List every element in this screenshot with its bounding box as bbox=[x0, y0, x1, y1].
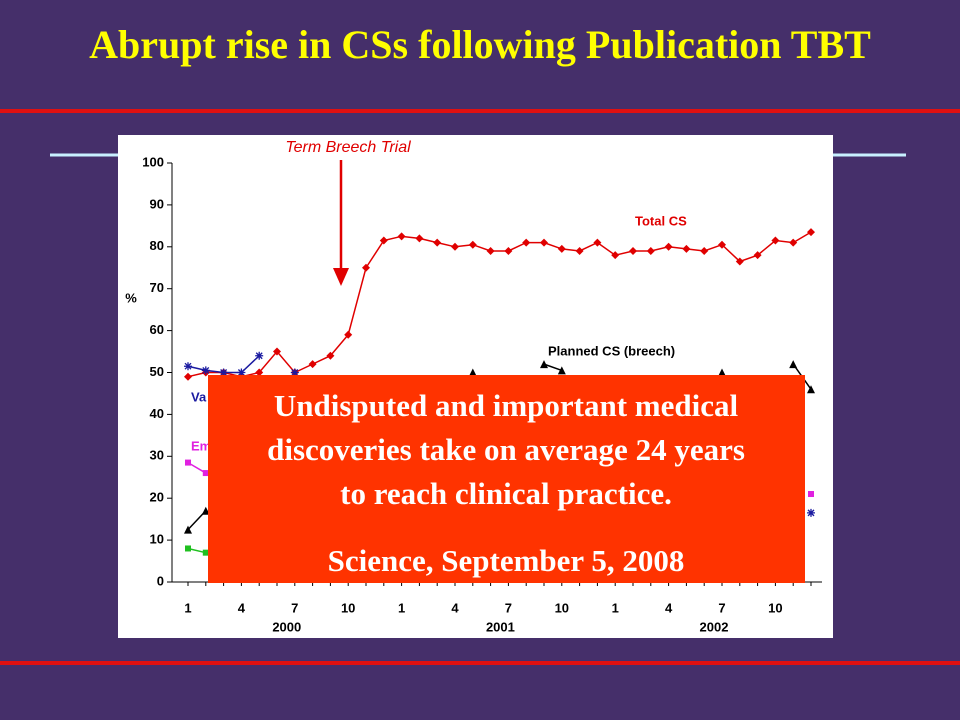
marker bbox=[273, 347, 281, 356]
marker bbox=[397, 232, 406, 241]
marker bbox=[718, 368, 726, 377]
marker bbox=[593, 238, 602, 247]
y-tick-label: 50 bbox=[150, 364, 164, 379]
marker bbox=[486, 246, 495, 255]
marker bbox=[540, 360, 548, 369]
marker bbox=[682, 244, 691, 253]
x-tick-label: 7 bbox=[291, 600, 298, 615]
marker bbox=[451, 242, 459, 251]
marker bbox=[540, 238, 548, 247]
series-label: Total CS bbox=[635, 213, 687, 228]
marker bbox=[700, 246, 709, 255]
x-tick-label: 4 bbox=[238, 600, 246, 615]
callout-citation: Science, September 5, 2008 bbox=[328, 543, 685, 578]
x-tick-label: 4 bbox=[451, 600, 459, 615]
marker bbox=[184, 525, 192, 534]
y-tick-label: 70 bbox=[150, 280, 164, 295]
x-tick-label: 7 bbox=[718, 600, 725, 615]
x-tick-label: 7 bbox=[505, 600, 512, 615]
marker bbox=[646, 246, 655, 255]
series-line bbox=[187, 231, 812, 378]
marker bbox=[201, 506, 210, 515]
marker bbox=[415, 234, 424, 243]
marker bbox=[807, 508, 815, 517]
y-tick-label: 20 bbox=[150, 490, 164, 505]
marker bbox=[735, 257, 744, 266]
marker bbox=[255, 351, 264, 360]
marker bbox=[290, 368, 299, 377]
plot: 0 10 20 30 40 50 60 70 80 90 100% 1 4 7 10 1 4 7 10 1 4 7 10 20… bbox=[125, 139, 822, 634]
callout-line: to reach clinical practice. bbox=[340, 476, 672, 511]
x-tick-label: 1 bbox=[398, 600, 405, 615]
year-label: 2001 bbox=[486, 619, 515, 634]
y-tick-label: 90 bbox=[150, 196, 164, 211]
slide-title: Abrupt rise in CSs following Publication… bbox=[89, 22, 871, 67]
marker bbox=[468, 368, 477, 377]
callout-line: Undisputed and important medical bbox=[274, 388, 739, 423]
marker bbox=[379, 236, 388, 245]
x-tick-label: 1 bbox=[184, 600, 191, 615]
y-tick-label: 30 bbox=[150, 448, 164, 463]
marker bbox=[575, 246, 584, 255]
callout: Undisputed and important medical discove… bbox=[267, 388, 745, 578]
y-tick-label: 40 bbox=[150, 406, 164, 421]
marker bbox=[629, 246, 637, 255]
annotation-arrowhead bbox=[333, 268, 349, 286]
x-tick-label: 1 bbox=[612, 600, 619, 615]
callout-box bbox=[208, 375, 805, 583]
marker bbox=[202, 549, 209, 556]
callout-line: discoveries take on average 24 years bbox=[267, 432, 745, 467]
annotation: Term Breech Trial bbox=[285, 139, 411, 156]
marker bbox=[433, 238, 442, 247]
marker bbox=[522, 238, 531, 247]
marker bbox=[255, 368, 264, 377]
marker bbox=[664, 242, 673, 251]
marker bbox=[557, 244, 566, 253]
marker bbox=[344, 330, 353, 339]
marker bbox=[237, 368, 246, 377]
marker bbox=[789, 238, 798, 247]
y-tick-label: 60 bbox=[150, 322, 164, 337]
marker bbox=[202, 470, 209, 477]
marker bbox=[753, 251, 762, 260]
marker bbox=[184, 372, 192, 381]
marker bbox=[611, 251, 620, 260]
marker bbox=[219, 368, 228, 377]
marker bbox=[201, 366, 210, 375]
series-label: Planned CS (breech) bbox=[548, 343, 675, 358]
marker bbox=[504, 246, 513, 255]
x-tick-label: 10 bbox=[341, 600, 355, 615]
series-label: Va bbox=[191, 389, 207, 404]
marker bbox=[362, 263, 370, 272]
marker bbox=[808, 491, 814, 498]
marker bbox=[557, 366, 566, 375]
marker bbox=[807, 228, 815, 237]
marker bbox=[185, 545, 191, 552]
marker bbox=[789, 360, 798, 369]
marker bbox=[184, 362, 192, 371]
marker bbox=[807, 385, 815, 394]
marker bbox=[771, 236, 780, 245]
marker bbox=[718, 240, 726, 249]
x-tick-label: 10 bbox=[768, 600, 782, 615]
year-label: 2000 bbox=[272, 619, 301, 634]
marker bbox=[326, 351, 335, 360]
y-tick-label: 0 bbox=[157, 573, 164, 588]
y-axis-label: % bbox=[125, 290, 137, 305]
series-label: Em bbox=[191, 438, 211, 453]
x-tick-label: 4 bbox=[665, 600, 673, 615]
y-tick-label: 100 bbox=[142, 154, 164, 169]
marker bbox=[468, 240, 477, 249]
year-label: 2002 bbox=[700, 619, 729, 634]
marker bbox=[185, 459, 191, 466]
y-tick-label: 80 bbox=[150, 238, 164, 253]
marker bbox=[308, 360, 317, 369]
x-tick-label: 10 bbox=[555, 600, 569, 615]
y-tick-label: 10 bbox=[150, 532, 164, 547]
